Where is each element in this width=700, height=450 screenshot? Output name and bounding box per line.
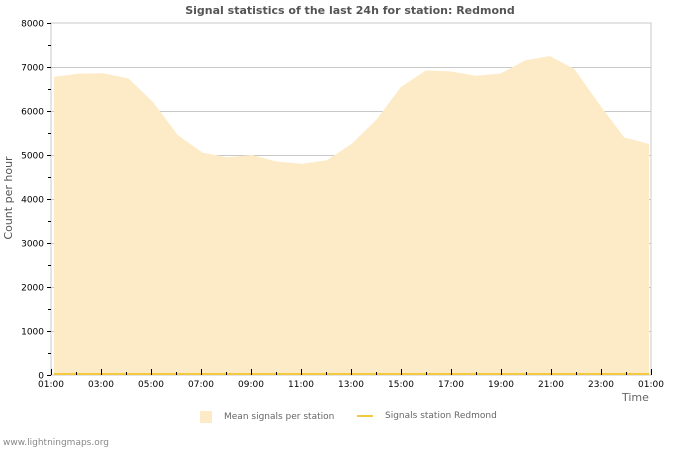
- svg-text:1000: 1000: [21, 328, 44, 338]
- legend-label-station: Signals station Redmond: [385, 411, 497, 421]
- svg-text:0: 0: [38, 372, 44, 382]
- legend-item-mean: Mean signals per station: [200, 411, 334, 423]
- axes: 0 1000 2000 3000 4000 5000 6000 7000 8000 01:00 03…: [21, 20, 664, 391]
- mean-swatch-icon: [200, 411, 212, 423]
- svg-text:13:00: 13:00: [338, 380, 364, 390]
- svg-text:5000: 5000: [21, 152, 44, 162]
- svg-text:01:00: 01:00: [38, 380, 64, 390]
- x-axis-label: Time: [622, 391, 649, 404]
- svg-text:07:00: 07:00: [188, 380, 214, 390]
- plot-area: 0 1000 2000 3000 4000 5000 6000 7000 8000 01:00 03…: [21, 20, 664, 391]
- svg-text:09:00: 09:00: [238, 380, 264, 390]
- svg-text:7000: 7000: [21, 64, 44, 74]
- svg-text:03:00: 03:00: [88, 380, 114, 390]
- svg-text:01:00: 01:00: [638, 380, 664, 390]
- svg-text:11:00: 11:00: [288, 380, 314, 390]
- footer-link[interactable]: www.lightningmaps.org: [3, 438, 109, 448]
- mean-signals-area: [54, 56, 649, 375]
- svg-text:3000: 3000: [21, 240, 44, 250]
- svg-text:2000: 2000: [21, 284, 44, 294]
- svg-text:4000: 4000: [21, 196, 44, 206]
- svg-text:05:00: 05:00: [138, 380, 164, 390]
- chart-title: Signal statistics of the last 24h for st…: [185, 4, 515, 17]
- svg-text:8000: 8000: [21, 20, 44, 30]
- svg-text:21:00: 21:00: [538, 380, 564, 390]
- svg-text:23:00: 23:00: [588, 380, 614, 390]
- legend-label-mean: Mean signals per station: [224, 412, 335, 422]
- svg-text:17:00: 17:00: [438, 380, 464, 390]
- svg-text:6000: 6000: [21, 108, 44, 118]
- svg-text:19:00: 19:00: [488, 380, 514, 390]
- svg-text:15:00: 15:00: [388, 380, 414, 390]
- legend-item-station: Signals station Redmond: [357, 411, 497, 421]
- y-axis-label: Count per hour: [2, 156, 15, 240]
- station-line-swatch-icon: [357, 415, 373, 417]
